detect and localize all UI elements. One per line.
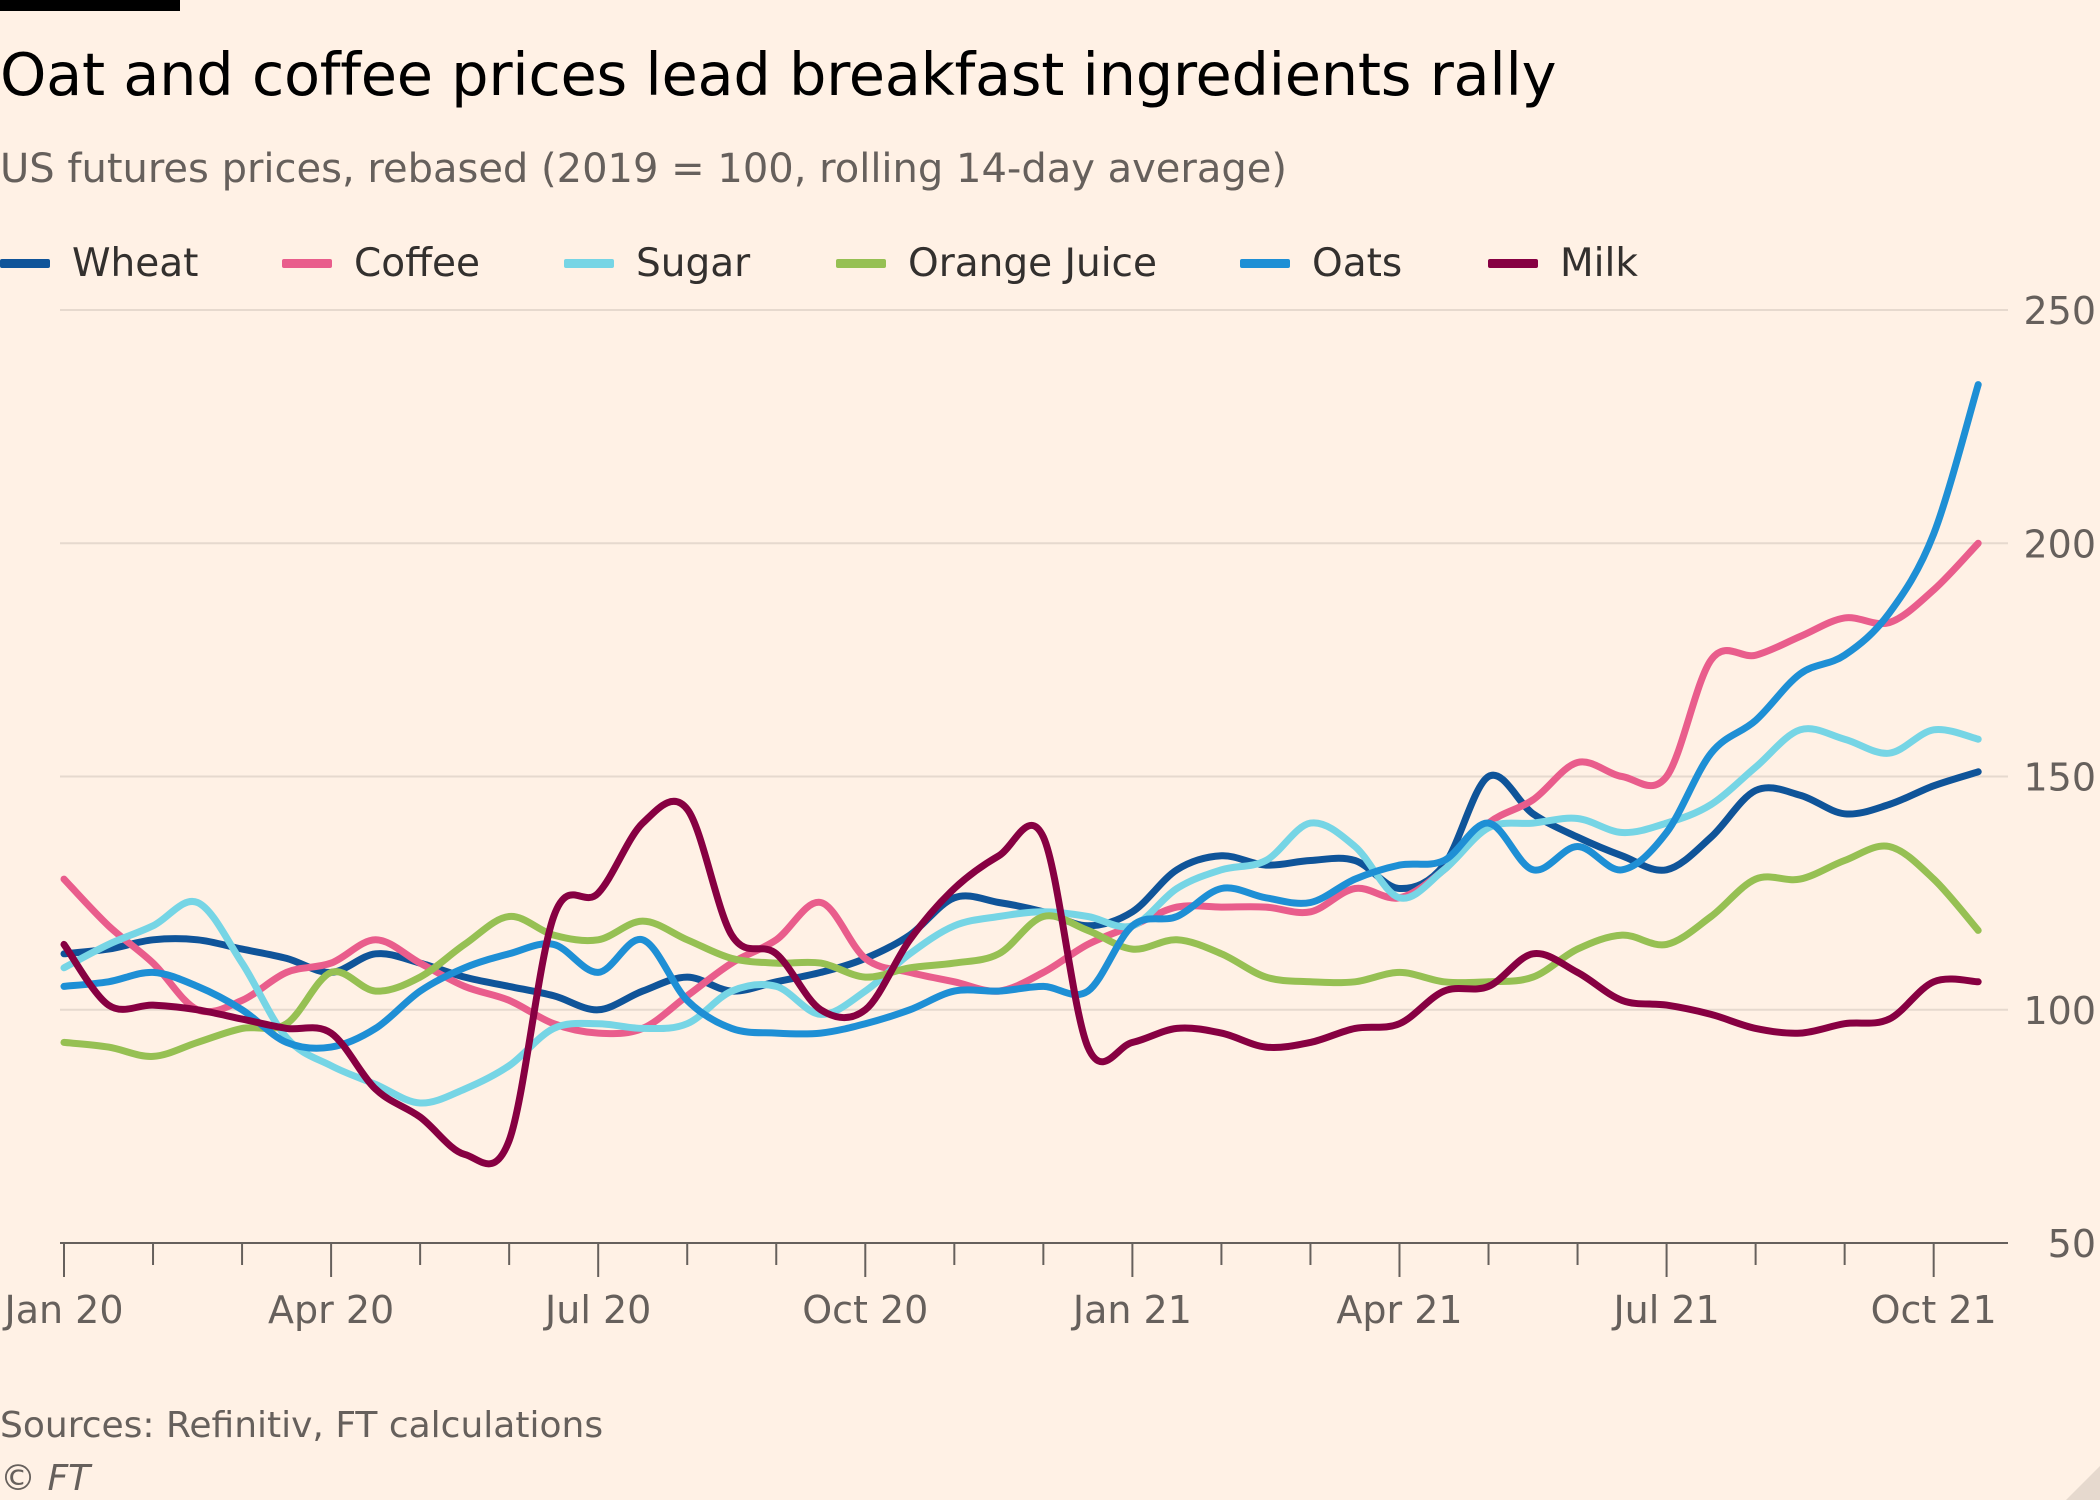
source-note: Sources: Refinitiv, FT calculations [0,1405,604,1446]
legend-swatch [0,258,50,268]
chart-subtitle: US futures prices, rebased (2019 = 100, … [0,146,1287,192]
x-tick-label: Jul 21 [1611,1288,1719,1332]
legend: Wheat Coffee Sugar Orange Juice Oats Mil… [0,238,2100,288]
legend-item-oats: Oats [1240,238,1402,288]
legend-item-coffee: Coffee [282,238,480,288]
legend-swatch [1488,258,1538,268]
legend-item-milk: Milk [1488,238,1638,288]
brand-bar [0,0,180,11]
legend-label: Coffee [354,240,480,286]
x-tick-label: Jan 21 [1071,1288,1192,1332]
series-line-coffee [60,539,1982,1038]
x-tick-label: Oct 20 [802,1288,928,1332]
x-tick-label: Jul 20 [543,1288,651,1332]
y-axis-labels: 50 100 150 200 250 [2023,290,2096,1266]
copyright: © FT [0,1458,91,1499]
legend-swatch [282,258,332,268]
x-tick-label: Apr 21 [1336,1288,1462,1332]
y-tick-label: 150 [2023,756,2096,800]
x-axis: Jan 20 Apr 20 Jul 20 Oct 20 Jan 21 Apr 21 Jul … [2,1242,2008,1332]
gridlines [60,309,2008,1011]
legend-swatch [836,258,886,268]
legend-item-sugar: Sugar [564,238,750,288]
legend-swatch [1240,258,1290,268]
series-lines [60,381,1982,1168]
chart-title: Oat and coffee prices lead breakfast ing… [0,40,1557,109]
series-line-orange-juice [60,842,1982,1060]
legend-label: Wheat [72,240,199,286]
x-tick-label: Jan 20 [2,1288,123,1332]
legend-item-orange-juice: Orange Juice [836,238,1157,288]
corner-mark [2066,1466,2100,1500]
y-tick-label: 200 [2023,522,2096,566]
legend-label: Orange Juice [908,240,1157,286]
series-line-oats [60,381,1982,1052]
legend-item-wheat: Wheat [0,238,198,288]
x-tick-label: Apr 20 [268,1288,394,1332]
y-tick-label: 50 [2048,1222,2096,1266]
legend-swatch [564,258,614,268]
y-tick-label: 100 [2023,989,2096,1033]
legend-label: Oats [1312,240,1403,286]
y-tick-label: 250 [2023,290,2096,333]
legend-label: Milk [1560,240,1638,286]
series-line-milk [60,797,1982,1168]
legend-label: Sugar [636,240,751,286]
x-tick-label: Oct 21 [1871,1288,1997,1332]
